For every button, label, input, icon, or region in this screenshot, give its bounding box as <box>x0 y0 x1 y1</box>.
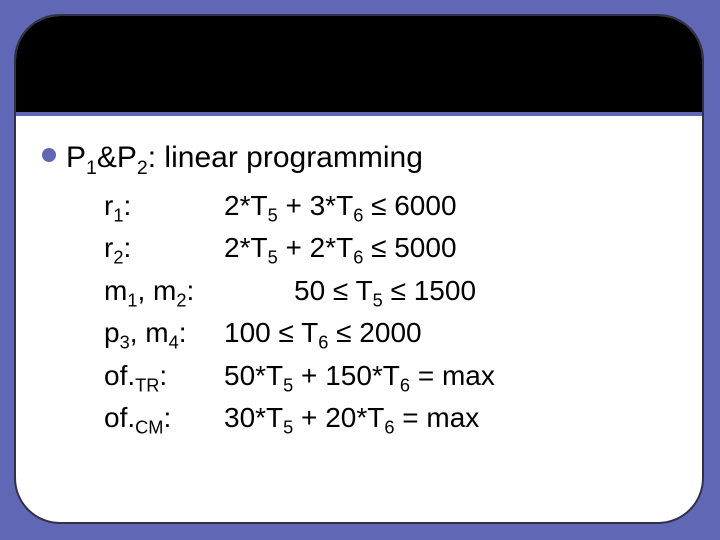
slide-content: P1&P2: linear programming r1: 2*T5 + 3*T… <box>42 136 676 496</box>
constraint-row: r1: 2*T5 + 3*T6 ≤ 6000 <box>104 186 676 227</box>
val-pre: 100 ≤ T <box>224 317 318 348</box>
val-sub2: 6 <box>353 205 363 225</box>
val-mid: + 3*T <box>278 190 353 221</box>
val-pre: 50 ≤ T <box>294 275 373 306</box>
label-main: p <box>104 317 120 348</box>
label-sub: 1 <box>127 290 137 310</box>
val-pre: 30*T <box>224 402 283 433</box>
val-post: = max <box>410 360 495 391</box>
label-sub: CM <box>135 418 163 438</box>
heading-sub2: 2 <box>137 157 148 179</box>
val-mid: + 2*T <box>278 232 353 263</box>
label-sub: 1 <box>113 205 123 225</box>
val-mid: + 20*T <box>293 402 384 433</box>
label-suffix: : <box>186 275 194 306</box>
label-suffix: : <box>123 232 131 263</box>
val-sub1: 5 <box>268 248 278 268</box>
val-post: ≤ 5000 <box>363 232 456 263</box>
val-sub2: 6 <box>384 418 394 438</box>
heading-amp: & <box>97 141 117 174</box>
heading-p1: P <box>66 141 86 174</box>
constraints-block: r1: 2*T5 + 3*T6 ≤ 6000 r2: 2*T5 + 2*T6 ≤… <box>104 186 676 440</box>
val-sub2: 6 <box>353 248 363 268</box>
heading-row: P1&P2: linear programming <box>42 136 676 180</box>
label-mid: , m <box>130 317 169 348</box>
label-sub2: 2 <box>176 290 186 310</box>
val-pre: 2*T <box>224 232 268 263</box>
val-sub1: 6 <box>318 333 328 353</box>
label-main: r <box>104 190 113 221</box>
constraint-value: 30*T5 + 20*T6 = max <box>224 398 479 439</box>
val-pre: 2*T <box>224 190 268 221</box>
constraint-label: of.TR: <box>104 356 224 397</box>
label-sub: 2 <box>113 248 123 268</box>
slide-card: P1&P2: linear programming r1: 2*T5 + 3*T… <box>14 14 704 524</box>
val-mid: ≤ 2000 <box>328 317 421 348</box>
label-sub: 3 <box>120 333 130 353</box>
constraint-value: 50*T5 + 150*T6 = max <box>224 356 495 397</box>
constraint-label: p3, m4: <box>104 313 224 354</box>
val-sub2: 6 <box>400 375 410 395</box>
label-suffix: : <box>123 190 131 221</box>
val-sub1: 5 <box>268 205 278 225</box>
constraint-label: of.CM: <box>104 398 224 439</box>
constraint-label: m1, m2: <box>104 271 294 312</box>
val-pre: 50*T <box>224 360 283 391</box>
label-main: of. <box>104 360 135 391</box>
constraint-label: r1: <box>104 186 224 227</box>
heading-p2: P <box>117 141 137 174</box>
constraint-value: 100 ≤ T6 ≤ 2000 <box>224 313 422 354</box>
label-suffix: : <box>163 402 171 433</box>
label-main: m <box>104 275 127 306</box>
heading-rest: : linear programming <box>148 141 423 174</box>
bullet-icon <box>42 148 56 162</box>
label-mid: , m <box>137 275 176 306</box>
constraint-value: 2*T5 + 3*T6 ≤ 6000 <box>224 186 457 227</box>
val-sub1: 5 <box>283 418 293 438</box>
val-post: = max <box>394 402 479 433</box>
val-mid: ≤ 1500 <box>383 275 476 306</box>
val-sub1: 5 <box>283 375 293 395</box>
heading-sub1: 1 <box>86 157 97 179</box>
val-mid: + 150*T <box>293 360 400 391</box>
constraint-row: of.CM: 30*T5 + 20*T6 = max <box>104 398 676 439</box>
constraint-row: r2: 2*T5 + 2*T6 ≤ 5000 <box>104 228 676 269</box>
label-suffix: : <box>179 317 187 348</box>
constraint-value: 2*T5 + 2*T6 ≤ 5000 <box>224 228 457 269</box>
title-bar <box>16 16 702 116</box>
label-sub: TR <box>135 375 159 395</box>
label-suffix: : <box>159 360 167 391</box>
val-post: ≤ 6000 <box>363 190 456 221</box>
val-sub1: 5 <box>373 290 383 310</box>
heading-text: P1&P2: linear programming <box>66 136 423 180</box>
constraint-row: p3, m4: 100 ≤ T6 ≤ 2000 <box>104 313 676 354</box>
label-sub2: 4 <box>169 333 179 353</box>
label-main: r <box>104 232 113 263</box>
constraint-value: 50 ≤ T5 ≤ 1500 <box>294 271 476 312</box>
label-main: of. <box>104 402 135 433</box>
constraint-row: of.TR: 50*T5 + 150*T6 = max <box>104 356 676 397</box>
constraint-row: m1, m2: 50 ≤ T5 ≤ 1500 <box>104 271 676 312</box>
constraint-label: r2: <box>104 228 224 269</box>
